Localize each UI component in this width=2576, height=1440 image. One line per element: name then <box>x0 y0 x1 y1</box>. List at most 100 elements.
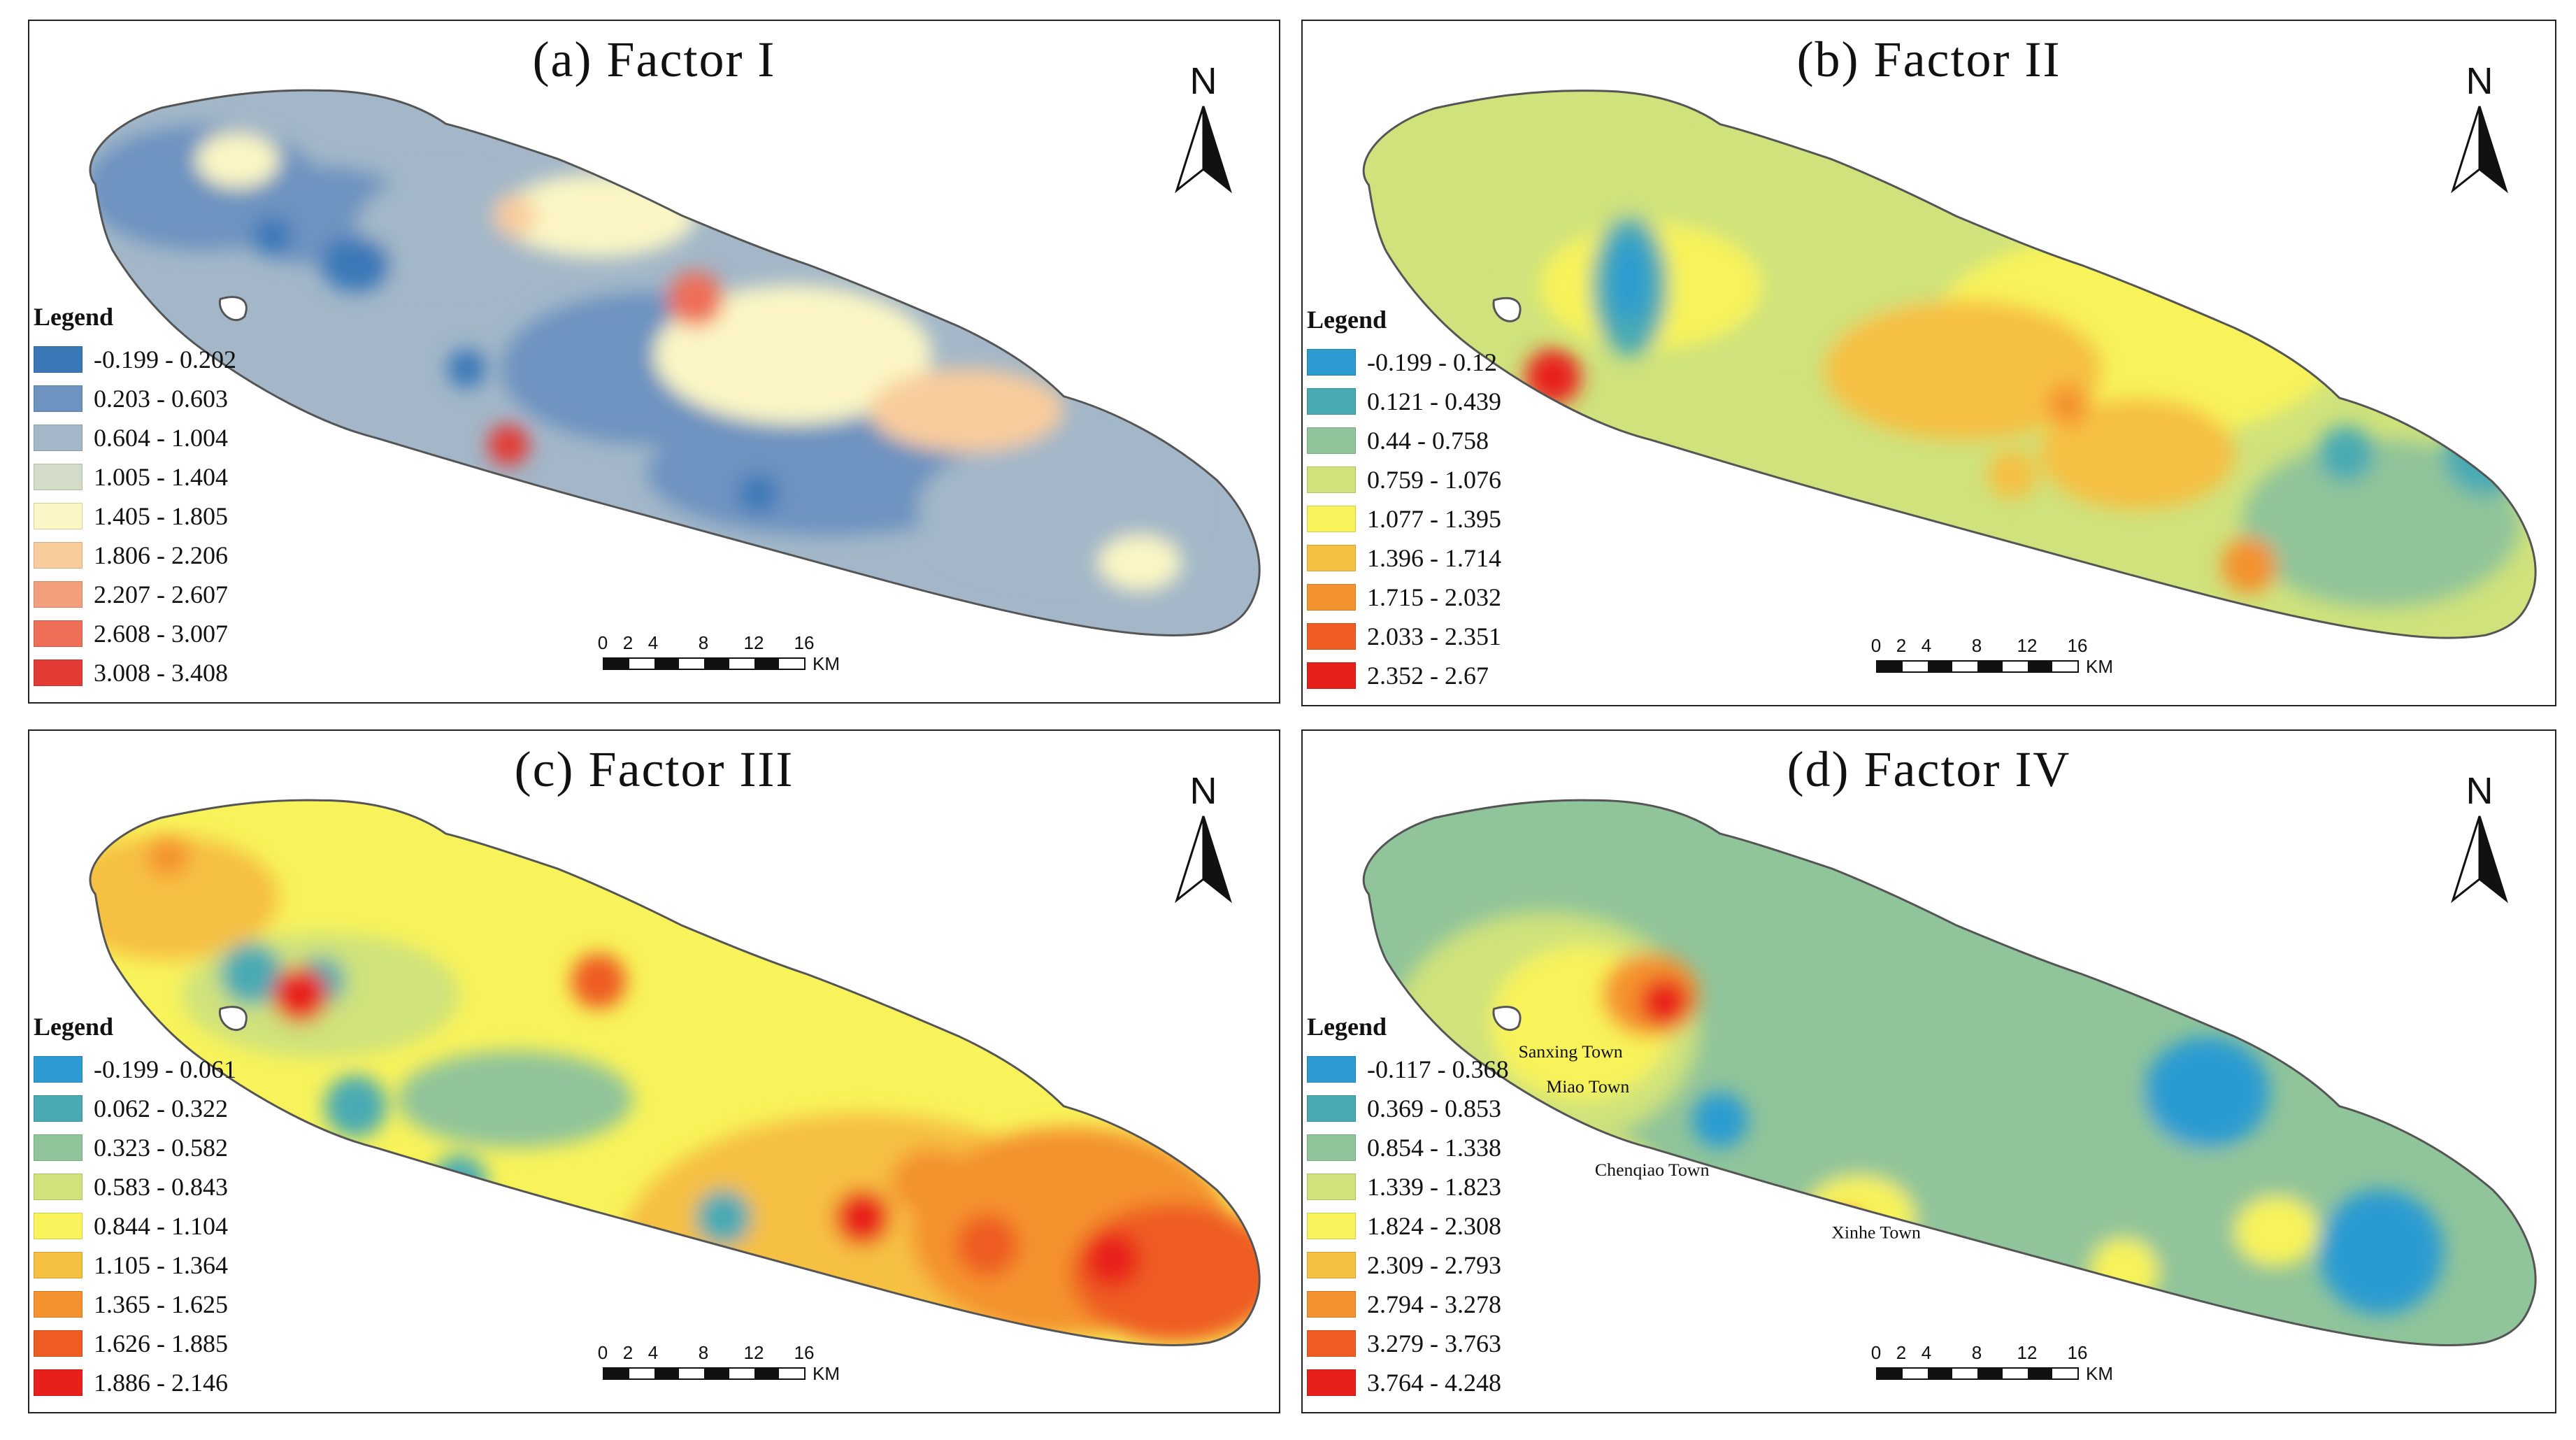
legend-item: -0.199 - 0.061 <box>34 1050 236 1089</box>
legend-swatch <box>1307 1174 1356 1200</box>
scale-tick-label: 2 <box>622 1342 634 1363</box>
legend-label: 0.854 - 1.338 <box>1367 1134 1501 1162</box>
legend-swatch <box>34 1252 83 1278</box>
legend-swatch <box>1307 1330 1356 1357</box>
legend-swatch <box>34 581 83 608</box>
town-label: Miao Town <box>1546 1076 1629 1097</box>
legend-label: 2.309 - 2.793 <box>1367 1251 1501 1279</box>
island-map <box>1362 90 2537 639</box>
legend-label: 1.715 - 2.032 <box>1367 583 1501 611</box>
scale-tick-label: 2 <box>622 632 634 653</box>
north-label: N <box>1189 60 1217 102</box>
legend-label: 1.824 - 2.308 <box>1367 1212 1501 1240</box>
legend-item: 0.203 - 0.603 <box>34 379 236 418</box>
scale-tick-label: 4 <box>1921 635 1932 656</box>
legend-item: 3.008 - 3.408 <box>34 653 236 692</box>
legend-item: -0.199 - 0.202 <box>34 340 236 379</box>
island-map <box>89 799 1261 1346</box>
value-zone <box>2318 425 2375 482</box>
legend-swatch <box>1307 1056 1356 1083</box>
north-arrow-icon: N <box>1170 59 1237 199</box>
island-map <box>89 89 1261 636</box>
inlet <box>218 296 248 322</box>
legend-title: Legend <box>1307 1013 1387 1041</box>
island-outline <box>1362 799 2537 1346</box>
legend: Legend -0.199 - 0.12 0.121 - 0.439 0.44 - 0… <box>1307 305 1501 695</box>
legend-item: 3.764 - 4.248 <box>1307 1363 1509 1402</box>
legend-item: 0.854 - 1.338 <box>1307 1128 1509 1167</box>
value-zone <box>404 1300 446 1343</box>
panel-title: (c) Factor III <box>514 741 794 797</box>
legend-item: 2.352 - 2.67 <box>1307 656 1501 695</box>
legend-swatch <box>1307 1134 1356 1161</box>
value-zone <box>1824 300 2103 440</box>
legend-item: 0.121 - 0.439 <box>1307 382 1501 421</box>
legend-item: 0.062 - 0.322 <box>34 1089 236 1128</box>
legend-swatch <box>1307 1291 1356 1318</box>
legend-title: Legend <box>1307 306 1387 334</box>
legend-swatch <box>34 1134 83 1161</box>
legend-label: 2.794 - 3.278 <box>1367 1290 1501 1318</box>
scale-bar: 0 2 4 8 12 16 KM <box>598 632 917 681</box>
legend-swatch <box>34 542 83 569</box>
legend-swatch <box>34 1369 83 1396</box>
inlet <box>1492 1006 1522 1032</box>
value-zone <box>738 474 778 513</box>
value-zone <box>1085 1231 1140 1288</box>
value-zone <box>1525 349 1581 405</box>
legend-swatch <box>1307 506 1356 532</box>
value-zone <box>890 1148 974 1218</box>
legend-item: 0.759 - 1.076 <box>1307 460 1501 499</box>
value-zone <box>668 271 724 327</box>
legend-label: -0.117 - 0.368 <box>1367 1055 1509 1083</box>
scale-tick-label: 8 <box>698 632 709 653</box>
value-zone <box>869 368 1064 452</box>
value-zone <box>447 349 487 388</box>
legend-label: 1.626 - 1.885 <box>94 1329 228 1357</box>
value-zone <box>1098 535 1182 591</box>
legend-label: 2.352 - 2.67 <box>1367 662 1489 690</box>
scale-bar: 0 2 4 8 12 16 KM <box>598 1342 917 1391</box>
scale-tick-label: 8 <box>1971 635 1982 656</box>
value-zone <box>324 1074 387 1138</box>
scale-tick-label: 4 <box>647 632 659 653</box>
inlet <box>218 1006 248 1032</box>
legend: Legend -0.117 - 0.368 0.369 - 0.853 0.854 -… <box>1307 1012 1509 1402</box>
legend-item: 0.604 - 1.004 <box>34 418 236 457</box>
legend-label: 0.759 - 1.076 <box>1367 466 1501 494</box>
legend-swatch <box>34 620 83 647</box>
island-outline <box>89 89 1261 636</box>
legend-item: 3.279 - 3.763 <box>1307 1324 1509 1363</box>
legend-swatch <box>34 1056 83 1083</box>
scale-tick-label: 8 <box>698 1342 709 1363</box>
legend-item: 2.309 - 2.793 <box>1307 1246 1509 1285</box>
scale-tick-label: 2 <box>1896 635 1907 656</box>
north-arrow-icon: N <box>2446 769 2513 909</box>
legend-swatch <box>1307 466 1356 493</box>
scale-tick-label: 12 <box>743 1342 764 1363</box>
legend-swatch <box>34 503 83 529</box>
legend-label: 1.005 - 1.404 <box>94 463 228 491</box>
north-label: N <box>2466 770 2493 812</box>
legend-label: 1.077 - 1.395 <box>1367 505 1501 533</box>
scale-tick-label: 12 <box>743 632 764 653</box>
scale-unit: KM <box>2086 1363 2113 1384</box>
value-zone <box>1988 450 2037 499</box>
legend-swatch <box>34 1095 83 1122</box>
scale-tick-label: 8 <box>1971 1342 1982 1363</box>
legend-swatch <box>1307 388 1356 415</box>
value-zone <box>2318 1189 2444 1315</box>
scale-bar: 0 2 4 8 12 16 KM <box>1871 635 2191 684</box>
legend-item: 1.005 - 1.404 <box>34 457 236 497</box>
legend-swatch <box>1307 1095 1356 1122</box>
legend-item: -0.199 - 0.12 <box>1307 343 1501 382</box>
legend-label: 0.121 - 0.439 <box>1367 387 1501 415</box>
scale-tick-label: 0 <box>1870 635 1882 656</box>
legend-swatch <box>34 1330 83 1357</box>
legend-label: 1.405 - 1.805 <box>94 502 228 530</box>
legend-swatch <box>1307 623 1356 650</box>
panel-title: (a) Factor I <box>532 31 776 87</box>
legend-swatch <box>34 1291 83 1318</box>
town-label: Chenqiao Town <box>1595 1160 1710 1180</box>
inlet <box>1492 297 1522 322</box>
